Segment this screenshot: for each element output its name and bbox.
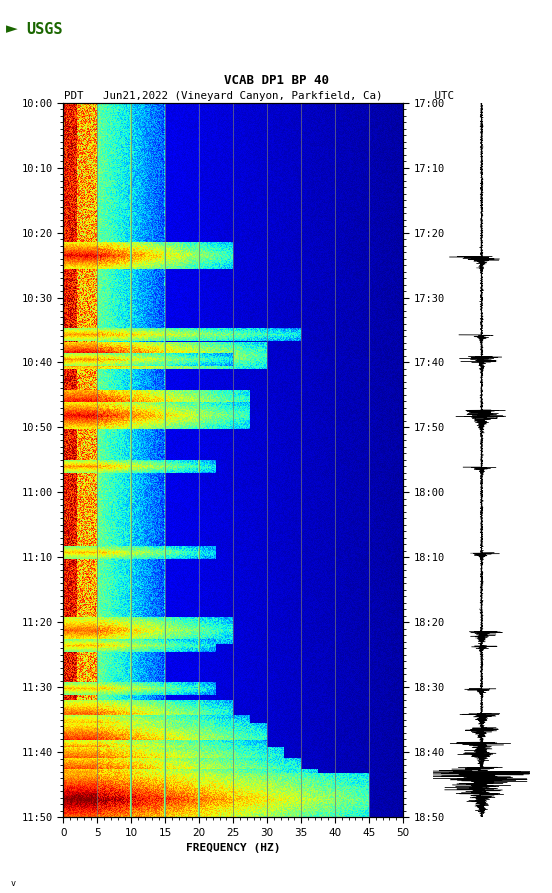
Text: ►: ► — [6, 21, 17, 37]
Text: PDT   Jun21,2022 (Vineyard Canyon, Parkfield, Ca)        UTC: PDT Jun21,2022 (Vineyard Canyon, Parkfie… — [65, 90, 454, 101]
X-axis label: FREQUENCY (HZ): FREQUENCY (HZ) — [186, 843, 280, 853]
Text: v: v — [11, 879, 16, 888]
Text: USGS: USGS — [26, 21, 63, 37]
Text: VCAB DP1 BP 40: VCAB DP1 BP 40 — [224, 74, 328, 87]
